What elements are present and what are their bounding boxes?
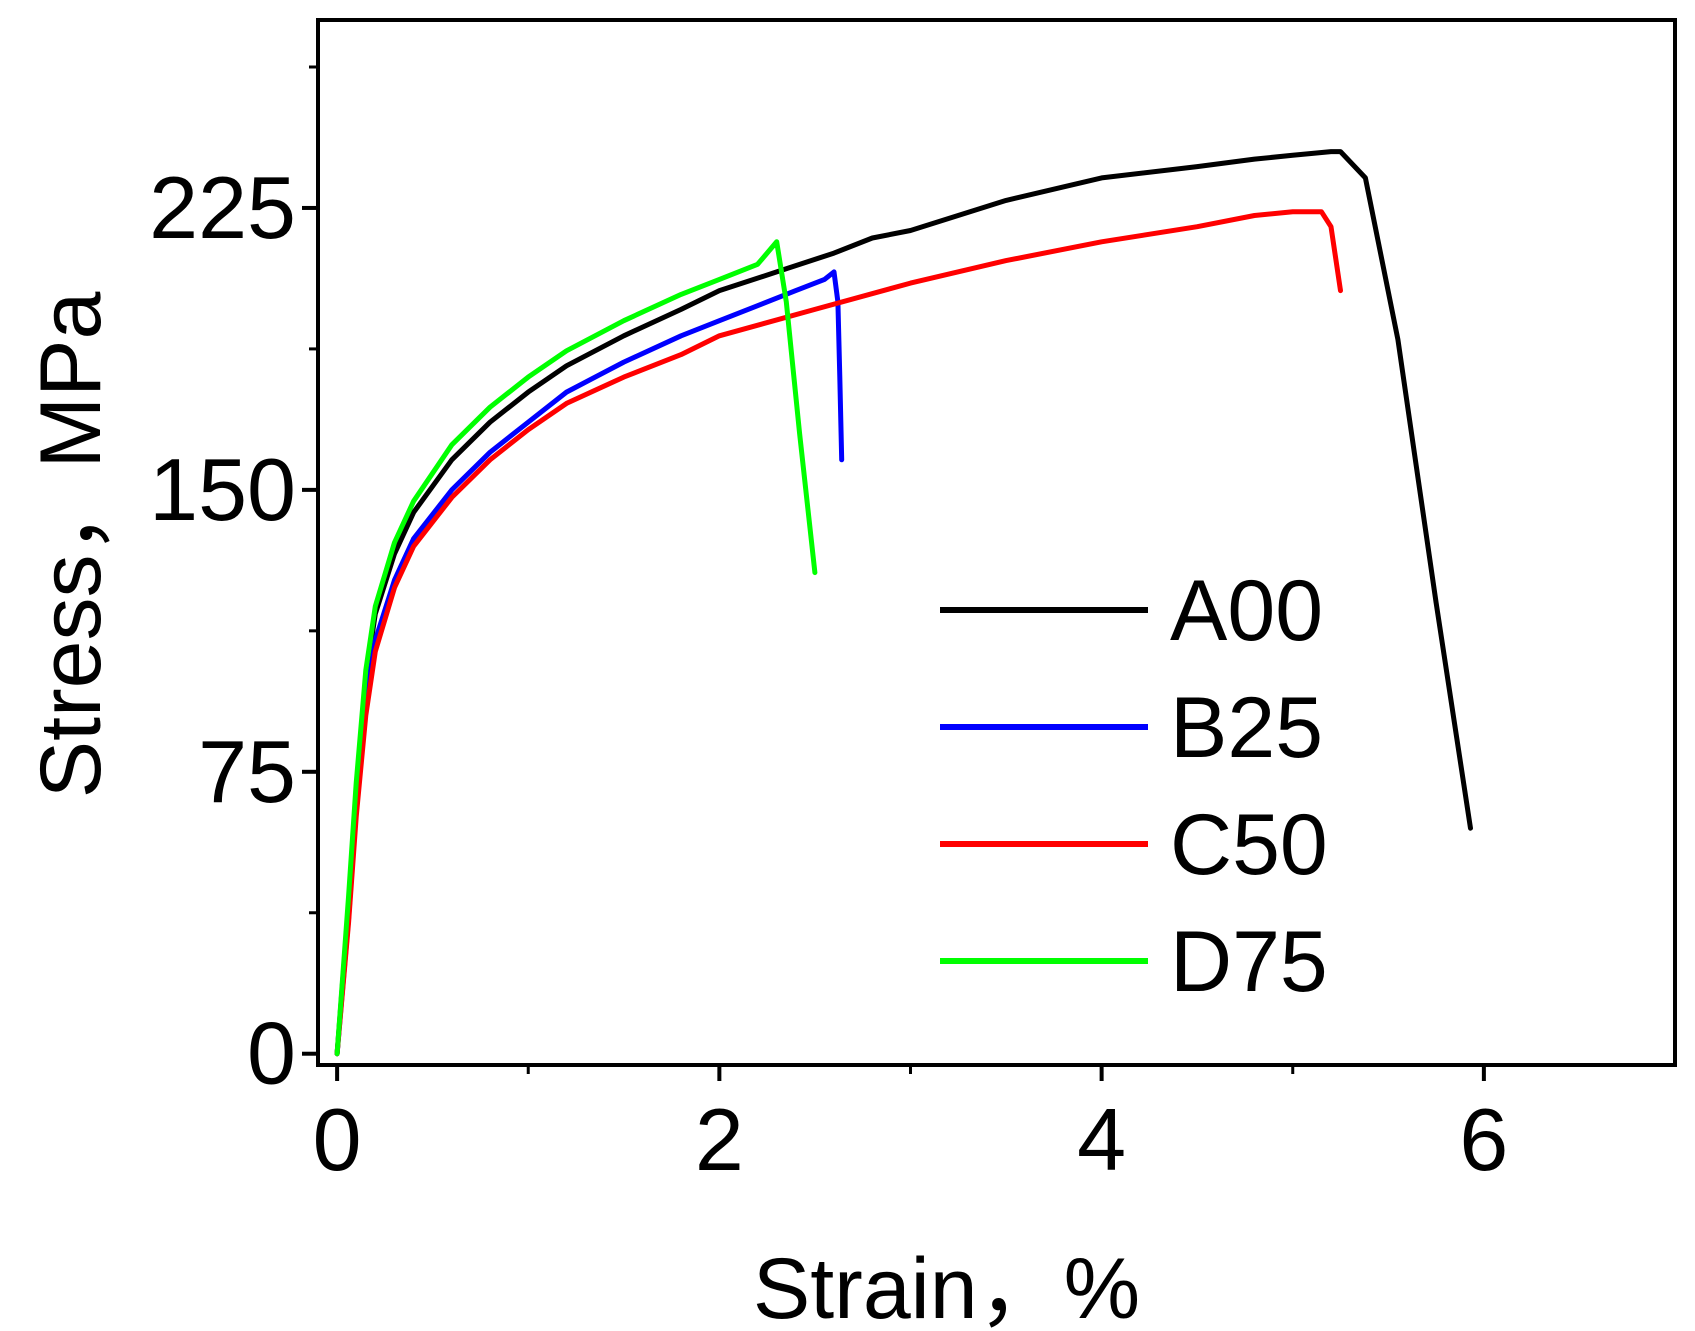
y-tick-label: 150 <box>149 440 296 539</box>
y-axis-title: Stress，MPa <box>23 292 119 799</box>
x-axis-title: Strain，% <box>753 1241 1140 1331</box>
x-tick-label: 4 <box>1077 1090 1126 1189</box>
x-tick-label: 2 <box>695 1090 744 1189</box>
legend-label-c50: C50 <box>1170 797 1328 893</box>
series-line-b25 <box>334 269 845 1057</box>
y-tick-label: 225 <box>149 158 296 257</box>
series-layer <box>334 149 1473 1057</box>
legend: A00 B25 C50 D75 <box>940 563 1328 1010</box>
plot-border <box>316 18 1677 1067</box>
y-tick-label: 75 <box>198 722 296 821</box>
plot-area <box>316 18 1677 1067</box>
series-line-d75 <box>334 239 818 1057</box>
y-tick-label: 0 <box>247 1004 296 1103</box>
series-line-a00 <box>334 149 1473 1057</box>
series-line-c50 <box>334 209 1343 1057</box>
legend-label-d75: D75 <box>1170 914 1328 1010</box>
x-tick-label: 6 <box>1459 1090 1508 1189</box>
axis-ticks: 0 2 4 6 0 75 150 225 <box>149 65 1508 1189</box>
axis-titles: Strain，% Stress，MPa <box>23 292 1140 1331</box>
legend-label-b25: B25 <box>1170 680 1323 776</box>
x-tick-label: 0 <box>313 1090 362 1189</box>
legend-label-a00: A00 <box>1170 563 1323 659</box>
